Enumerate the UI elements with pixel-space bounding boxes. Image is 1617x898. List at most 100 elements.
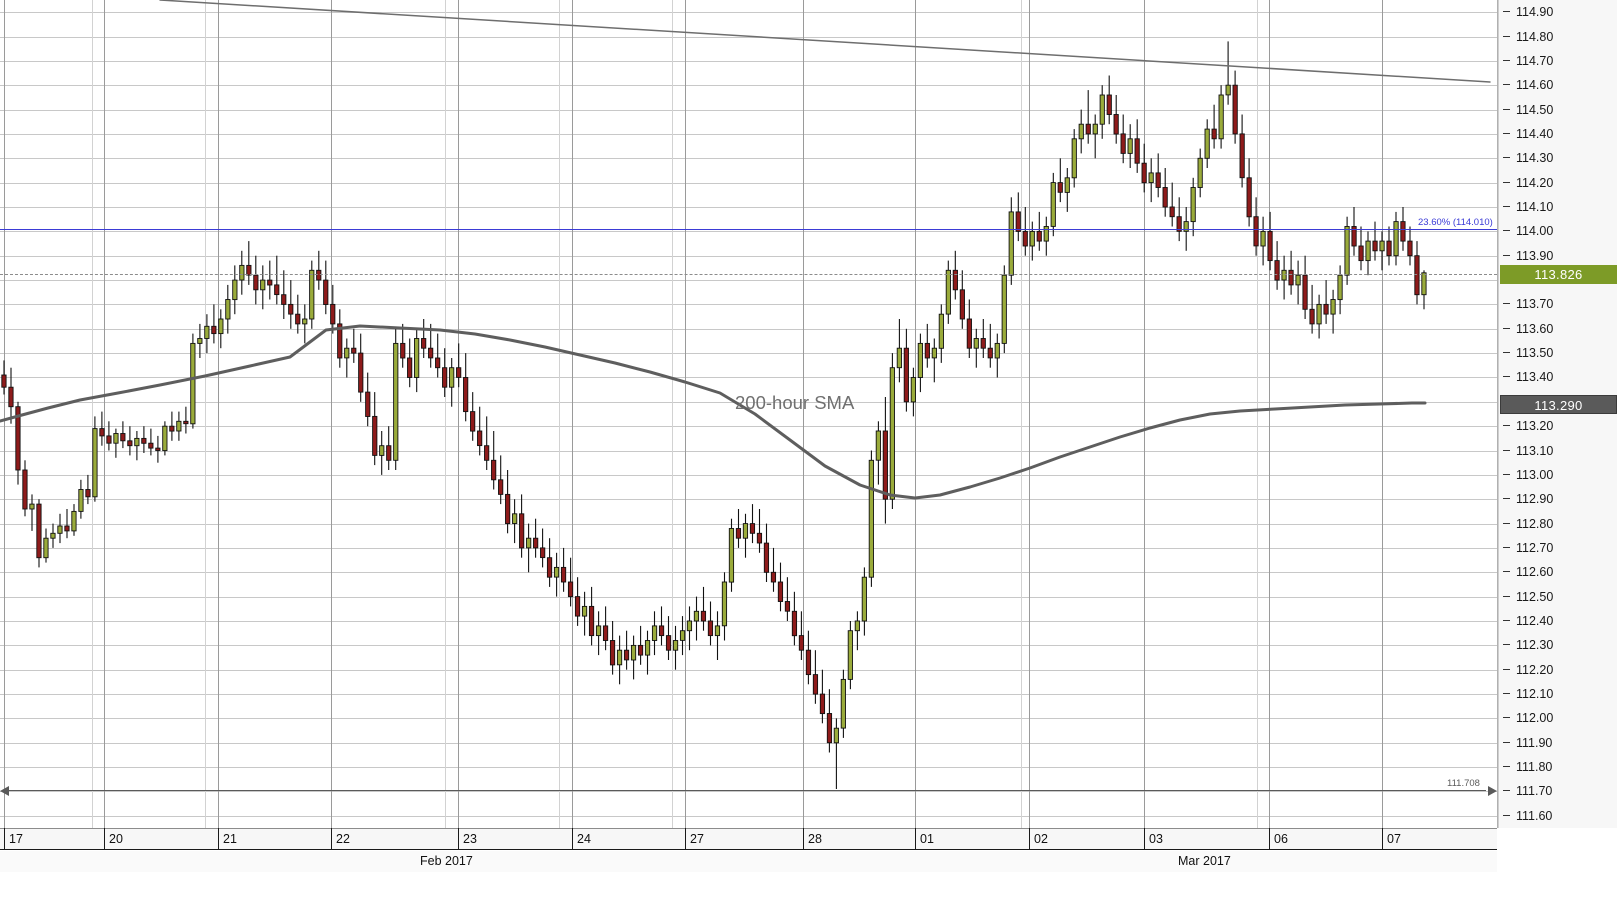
time-axis[interactable]: 17 20 21 22 23 24 27 28 01 02 03 06 07 Feb 2017 Mar 20…: [0, 828, 1617, 898]
gridline-horizontal: [0, 597, 1497, 598]
tick-dash: [1503, 814, 1510, 816]
price-tick-label: 114.60: [1516, 78, 1554, 93]
time-axis-band: [0, 828, 1497, 850]
tick-dash: [1503, 498, 1510, 500]
plot-area[interactable]: 200-hour SMA: [0, 0, 1497, 828]
gridline-horizontal: [0, 37, 1497, 38]
gridline-horizontal: [0, 816, 1497, 817]
gridline-horizontal: [0, 645, 1497, 646]
tick-dash: [1503, 254, 1510, 256]
gridline-horizontal: [0, 499, 1497, 500]
price-axis[interactable]: 114.90 114.80 114.70 114.60 114.50 114.40 114.…: [1498, 0, 1617, 828]
price-tick-label: 113.40: [1516, 370, 1554, 385]
price-tick-label: 113.60: [1516, 321, 1554, 336]
price-tick-label: 112.70: [1516, 540, 1554, 555]
gridline-vertical: [572, 0, 573, 828]
sma-value-badge: 113.290: [1500, 395, 1617, 415]
gridline-vertical-minor: [672, 0, 673, 828]
tick-dash: [1503, 595, 1510, 597]
price-tick: 112.00: [1499, 711, 1617, 725]
time-tick-label: 01: [915, 828, 934, 850]
price-tick-label: 112.10: [1516, 687, 1554, 702]
price-tick-label: 112.20: [1516, 662, 1554, 677]
gridline-horizontal: [0, 256, 1497, 257]
price-tick-label: 114.50: [1516, 102, 1554, 117]
gridline-horizontal: [0, 183, 1497, 184]
price-tick: 112.70: [1499, 541, 1617, 555]
gridline-horizontal: [0, 426, 1497, 427]
gridline-horizontal: [0, 231, 1497, 232]
price-tick-label: 114.90: [1516, 5, 1554, 20]
tick-dash: [1503, 303, 1510, 305]
price-tick: 113.70: [1499, 297, 1617, 311]
gridline-vertical: [1382, 0, 1383, 828]
tick-dash: [1503, 181, 1510, 183]
price-tick-label: 111.90: [1516, 735, 1553, 750]
price-tick: 113.90: [1499, 249, 1617, 263]
current-price-line: [0, 274, 1497, 275]
price-tick: 111.60: [1499, 809, 1617, 823]
gridline-horizontal: [0, 12, 1497, 13]
price-tick-label: 111.60: [1516, 808, 1553, 823]
gridline-vertical: [1269, 0, 1270, 828]
tick-dash: [1503, 84, 1510, 86]
gridline-horizontal: [0, 377, 1497, 378]
gridline-horizontal: [0, 280, 1497, 281]
price-tick: 112.60: [1499, 565, 1617, 579]
price-tick: 113.40: [1499, 370, 1617, 384]
tick-dash: [1503, 206, 1510, 207]
price-tick-label: 111.80: [1516, 760, 1553, 775]
gridline-vertical: [915, 0, 916, 828]
price-tick-label: 112.30: [1516, 638, 1554, 653]
price-tick: 113.20: [1499, 419, 1617, 433]
price-tick: 113.10: [1499, 444, 1617, 458]
price-tick-label: 112.60: [1516, 565, 1554, 580]
gridline-vertical-minor: [92, 0, 93, 828]
time-axis-month-band: [0, 851, 1497, 872]
tick-dash: [1503, 766, 1510, 768]
price-tick: 114.10: [1499, 200, 1617, 214]
time-tick-label: 02: [1029, 828, 1048, 850]
gridline-horizontal: [0, 475, 1497, 476]
time-tick-label: 24: [572, 828, 591, 850]
price-tick: 111.80: [1499, 760, 1617, 774]
time-tick-label: 28: [803, 828, 822, 850]
price-tick-label: 113.20: [1516, 419, 1554, 434]
tick-dash: [1503, 790, 1510, 792]
tick-dash: [1503, 35, 1510, 37]
price-tick: 114.60: [1499, 78, 1617, 92]
tick-dash: [1503, 644, 1510, 646]
price-tick-label: 113.70: [1516, 297, 1554, 312]
price-tick-label: 113.10: [1516, 443, 1554, 458]
swing-low-arrow-left: [0, 786, 9, 796]
time-tick-label: 07: [1382, 828, 1401, 850]
gridline-horizontal: [0, 524, 1497, 525]
price-tick-label: 114.20: [1516, 175, 1554, 190]
tick-dash: [1503, 132, 1510, 134]
price-tick-label: 114.30: [1516, 151, 1554, 166]
tick-dash: [1503, 449, 1510, 451]
tick-dash: [1503, 59, 1510, 61]
gridline-horizontal: [0, 110, 1497, 111]
gridline-horizontal: [0, 694, 1497, 695]
gridline-vertical: [4, 0, 5, 828]
price-tick: 112.90: [1499, 492, 1617, 506]
time-tick-label: 27: [685, 828, 704, 850]
gridline-horizontal: [0, 548, 1497, 549]
price-tick-label: 113.90: [1516, 248, 1554, 263]
gridline-horizontal: [0, 85, 1497, 86]
time-tick-label: 22: [331, 828, 350, 850]
price-tick: 111.90: [1499, 736, 1617, 750]
tick-dash: [1503, 693, 1510, 695]
gridline-horizontal: [0, 207, 1497, 208]
price-tick: 113.60: [1499, 322, 1617, 336]
sma-annotation-label: 200-hour SMA: [735, 392, 855, 413]
gridline-vertical-minor: [1257, 0, 1258, 828]
price-tick: 112.40: [1499, 614, 1617, 628]
gridline-vertical: [218, 0, 219, 828]
gridline-horizontal: [0, 767, 1497, 768]
price-tick: 113.50: [1499, 346, 1617, 360]
fib-retracement-line: [0, 229, 1497, 230]
price-tick: 112.20: [1499, 663, 1617, 677]
month-label: Feb 2017: [420, 854, 473, 868]
